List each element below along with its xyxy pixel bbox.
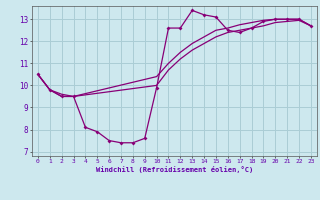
- X-axis label: Windchill (Refroidissement éolien,°C): Windchill (Refroidissement éolien,°C): [96, 166, 253, 173]
